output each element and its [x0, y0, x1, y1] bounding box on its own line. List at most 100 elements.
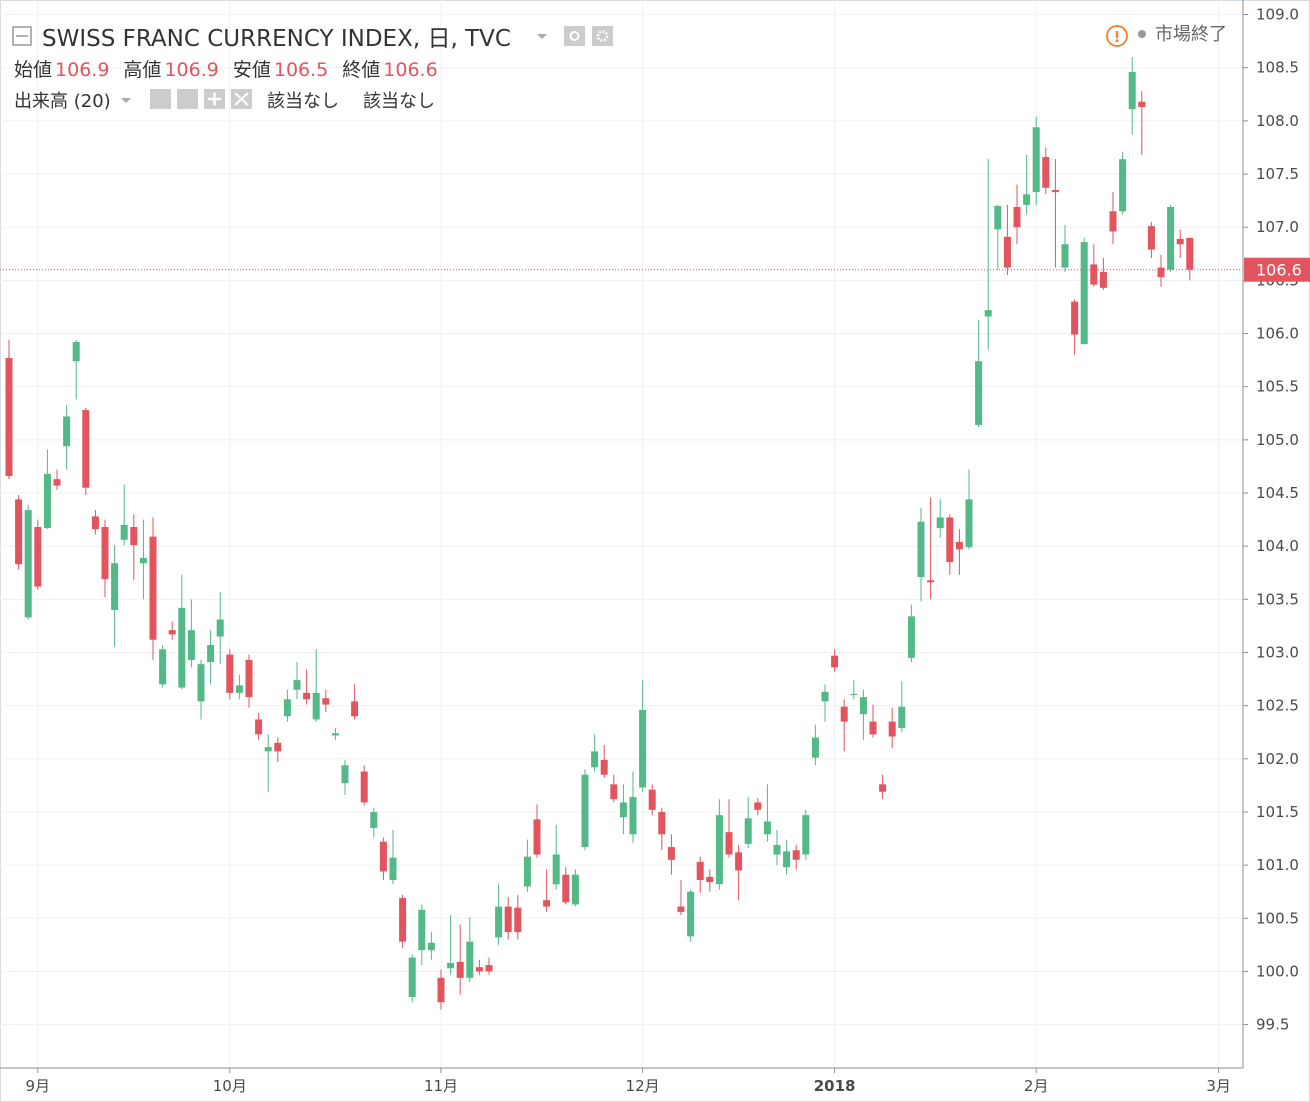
- collapse-icon[interactable]: [12, 26, 32, 46]
- settings-icon[interactable]: [177, 89, 198, 109]
- candle-body: [1099, 271, 1107, 288]
- candle-body: [1128, 71, 1136, 110]
- ohlc-value: 106.5: [274, 59, 328, 81]
- candle-body: [408, 957, 416, 997]
- y-tick-label: 109.0: [1256, 6, 1299, 24]
- last-price-label: 106.6: [1256, 261, 1302, 280]
- candle-body: [984, 310, 992, 317]
- candle-body: [629, 797, 637, 835]
- candle-body: [821, 691, 829, 702]
- candle-body: [5, 357, 13, 476]
- y-tick-label: 103.0: [1256, 643, 1299, 661]
- candle-body: [312, 692, 320, 720]
- candle-body: [523, 856, 531, 887]
- candle-body: [696, 861, 704, 881]
- volume-value: 該当なし: [267, 91, 339, 112]
- ohlc-label: 終値: [342, 59, 380, 81]
- candle-body: [552, 854, 560, 885]
- candle-body: [197, 664, 205, 702]
- y-tick-label: 103.5: [1256, 590, 1299, 608]
- candle-body: [283, 699, 291, 717]
- candle-body: [168, 630, 176, 635]
- candle-body: [264, 747, 272, 752]
- candle-body: [907, 616, 915, 658]
- warning-icon-glyph: !: [1114, 28, 1121, 46]
- candle-body: [187, 630, 195, 660]
- eye-icon[interactable]: [564, 26, 585, 46]
- candle-body: [533, 819, 541, 855]
- candle-body: [811, 737, 819, 758]
- candle-body: [610, 784, 618, 800]
- close-icon-glyph: [234, 92, 249, 106]
- candle-body: [370, 811, 378, 828]
- candle-body: [1080, 242, 1088, 345]
- candle-body: [437, 977, 445, 1003]
- y-tick-label: 107.5: [1256, 165, 1299, 183]
- x-tick-label: 2月: [1024, 1077, 1049, 1095]
- candle-body: [1032, 127, 1040, 193]
- candle-body: [447, 962, 455, 969]
- candle-body: [543, 900, 551, 907]
- candle-body: [715, 815, 723, 885]
- candle-body: [475, 967, 483, 972]
- candle-body: [245, 659, 253, 698]
- candle-body: [207, 645, 215, 663]
- ohlc-label: 安値: [233, 59, 271, 81]
- axis-labels: 99.5 100.0 100.5 101.0 101.5 102.0 102.5 103.0 1…: [26, 6, 1310, 1095]
- candle-body: [1003, 236, 1011, 268]
- candle-body: [898, 706, 906, 728]
- candle-body: [120, 524, 128, 540]
- candle-body: [139, 557, 147, 564]
- candle-body: [667, 847, 675, 860]
- candle-body: [1061, 244, 1069, 268]
- candle-body: [1023, 194, 1031, 205]
- candle-body: [783, 851, 791, 868]
- candle-body: [341, 765, 349, 784]
- ohlc-value: 106.9: [164, 59, 218, 81]
- dropdown-arrow[interactable]: [537, 34, 547, 39]
- candles: [0, 57, 1243, 1010]
- eye-icon[interactable]: [150, 89, 171, 109]
- candle-body: [418, 909, 426, 951]
- x-tick-label: 9月: [26, 1077, 51, 1095]
- candle-body: [149, 536, 157, 640]
- candle-body: [82, 410, 90, 488]
- candle-body: [831, 655, 839, 668]
- ohlc-label: 高値: [123, 59, 161, 81]
- candle-body: [1013, 207, 1021, 228]
- y-tick-label: 102.0: [1256, 750, 1299, 768]
- candle-body: [24, 510, 32, 618]
- volume-icons: [150, 89, 252, 109]
- candle-body: [869, 721, 877, 735]
- volume-value: 該当なし: [363, 91, 435, 112]
- candle-body: [600, 759, 608, 775]
- candle-body: [1119, 159, 1127, 212]
- candle-body: [571, 874, 579, 905]
- candle-body: [399, 898, 407, 942]
- warning-icon[interactable]: [1106, 25, 1128, 47]
- candle-body: [754, 802, 762, 810]
- candle-body: [648, 789, 656, 810]
- ohlc-legend: 始値 106.9 高値 106.9 安値 106.5 終値 106.6: [14, 59, 438, 81]
- candle-body: [946, 517, 954, 563]
- candle-body: [859, 697, 867, 715]
- x-tick-label: 11月: [424, 1077, 458, 1095]
- candle-body: [677, 906, 685, 912]
- candle-body: [955, 541, 963, 550]
- candle-body: [735, 852, 743, 871]
- dropdown-arrow[interactable]: [121, 98, 131, 103]
- candle-body: [1176, 238, 1184, 245]
- candle-body: [15, 499, 23, 565]
- candle-body: [802, 815, 810, 855]
- settings-icon[interactable]: [592, 26, 613, 46]
- candle-body: [879, 784, 887, 792]
- y-tick-label: 101.5: [1256, 803, 1299, 821]
- chart-title: SWISS FRANC CURRENCY INDEX, 日, TVC: [42, 26, 511, 52]
- candle-body: [303, 692, 311, 700]
- candle-body: [888, 721, 896, 737]
- y-tick-label: 99.5: [1256, 1016, 1289, 1034]
- y-tick-label: 105.0: [1256, 431, 1299, 449]
- y-tick-label: 104.0: [1256, 537, 1299, 555]
- candle-body: [235, 685, 243, 693]
